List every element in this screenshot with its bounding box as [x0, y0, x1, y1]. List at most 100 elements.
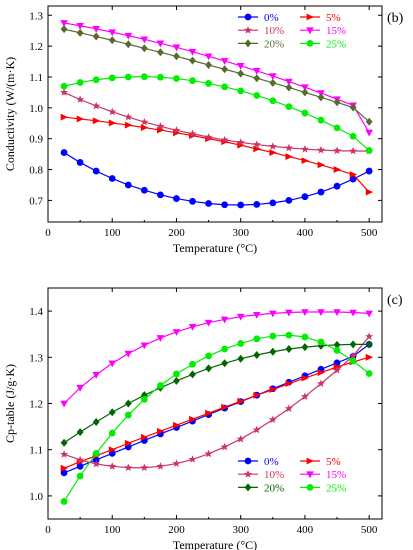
data-point — [140, 395, 148, 403]
data-point — [173, 376, 180, 385]
data-point — [92, 76, 100, 84]
series-25-percent — [60, 73, 373, 154]
data-point — [301, 343, 309, 352]
data-point — [269, 332, 277, 340]
legend-marker — [244, 26, 252, 34]
data-point — [349, 175, 357, 183]
data-point — [236, 313, 245, 321]
data-point — [253, 350, 261, 359]
data-point — [333, 340, 341, 349]
panel-label: (b) — [387, 11, 404, 26]
data-point — [221, 201, 229, 209]
data-point — [253, 201, 261, 208]
data-point — [236, 434, 245, 443]
data-point — [285, 103, 293, 110]
data-point — [269, 199, 277, 207]
data-point — [205, 409, 213, 417]
data-point — [60, 82, 68, 90]
series-20-percent — [60, 340, 373, 447]
y-tick-label: 1.3 — [29, 10, 43, 22]
data-point — [205, 200, 212, 207]
data-point — [172, 126, 181, 134]
legend: 0% 5% 10% 15% 20% 25% — [238, 456, 346, 494]
y-tick-label: 1.1 — [29, 72, 43, 84]
legend-marker — [244, 457, 252, 465]
data-point — [60, 498, 68, 505]
data-point — [349, 132, 357, 140]
data-point — [60, 149, 68, 156]
data-point — [188, 324, 197, 331]
data-point — [253, 74, 261, 83]
data-point — [76, 428, 84, 437]
legend-label: 5% — [326, 456, 341, 468]
data-point — [236, 138, 245, 146]
series-25-percent — [60, 331, 373, 505]
data-point — [236, 63, 245, 70]
data-point — [124, 73, 132, 81]
legend: 0% 5% 10% 15% 20% 25% — [238, 12, 346, 50]
data-point — [300, 392, 309, 400]
legend-label: 0% — [264, 12, 279, 24]
data-point — [189, 415, 197, 423]
y-tick-label: 1.2 — [29, 399, 43, 411]
legend-label: 15% — [326, 25, 346, 37]
y-tick-label: 0.7 — [29, 195, 43, 207]
data-point — [237, 340, 245, 347]
y-tick-label: 0.8 — [29, 165, 43, 177]
data-point — [189, 197, 196, 205]
data-point — [92, 32, 100, 41]
data-point — [124, 181, 132, 189]
data-point — [237, 201, 245, 209]
data-point — [156, 335, 165, 342]
legend-label: 10% — [264, 25, 284, 37]
chart-panel-conductivity: 0 100 200 300 400 500 0.7 0.8 0.9 1.0 1.1 1.2 1.3 Tem… — [3, 5, 404, 255]
data-point — [108, 408, 116, 417]
data-point — [317, 338, 325, 346]
data-point — [268, 415, 277, 424]
x-axis-label: Temperature (°C) — [173, 538, 257, 550]
data-point — [60, 438, 68, 447]
data-point — [124, 439, 133, 447]
data-point — [317, 188, 325, 196]
data-point — [92, 449, 100, 457]
data-point — [317, 309, 325, 317]
y-axis-label: Conductivity (W/(m·K) — [3, 57, 17, 171]
data-point — [188, 455, 197, 463]
data-point — [269, 149, 277, 156]
legend-marker — [306, 13, 314, 21]
series-line — [63, 334, 370, 502]
data-point — [301, 309, 309, 317]
data-point — [92, 26, 100, 33]
legend-label: 20% — [264, 38, 284, 50]
x-tick-label: 500 — [361, 227, 378, 239]
series-line — [63, 336, 370, 469]
data-point — [76, 22, 84, 30]
data-point — [333, 124, 341, 132]
x-tick-label: 200 — [168, 524, 185, 536]
data-point — [317, 369, 325, 376]
data-point — [365, 117, 373, 126]
x-tick-label: 100 — [104, 227, 121, 239]
data-point — [92, 459, 101, 468]
data-point — [76, 384, 84, 392]
data-point — [204, 53, 213, 61]
data-point — [349, 103, 357, 112]
data-point — [60, 400, 68, 408]
series-line — [63, 311, 370, 404]
data-point — [252, 68, 261, 75]
legend-marker — [306, 471, 314, 479]
data-point — [124, 32, 133, 40]
x-tick-label: 200 — [168, 227, 185, 239]
legend-marker — [244, 470, 252, 478]
data-point — [269, 73, 277, 81]
data-point — [269, 97, 277, 105]
chart-panel-cp-table: 0 100 200 300 400 500 1.0 1.1 1.2 1.3 1.4 Temperatu… — [3, 287, 403, 550]
data-point — [76, 472, 84, 480]
y-tick-label: 1.2 — [29, 41, 43, 53]
legend-marker — [306, 457, 314, 465]
data-point — [140, 117, 149, 126]
data-point — [285, 83, 293, 92]
data-point — [349, 171, 358, 178]
data-point — [284, 404, 293, 412]
